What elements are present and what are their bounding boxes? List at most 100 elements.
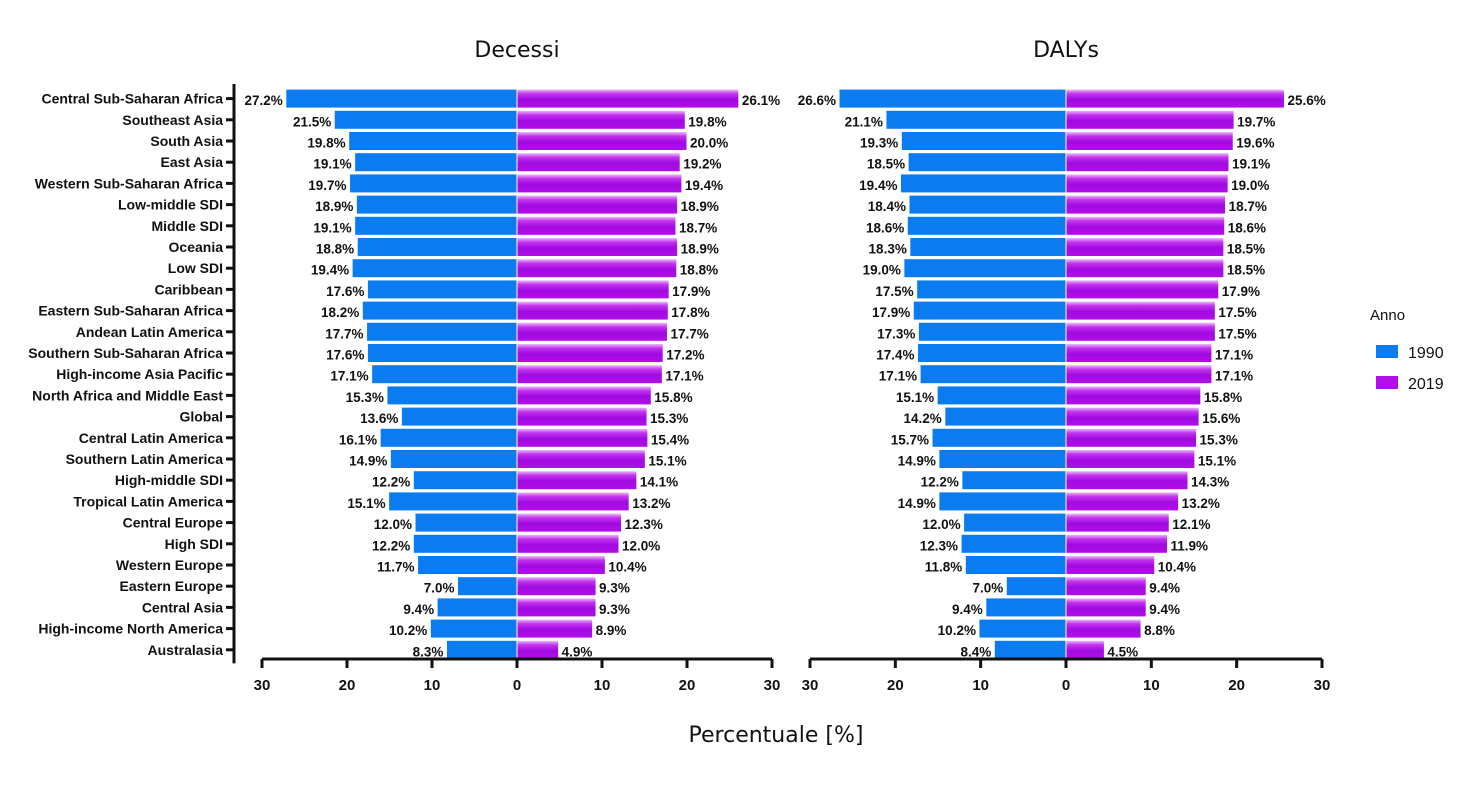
category-label: Caribbean [155,281,223,297]
value-label-1990: 17.1% [330,369,368,384]
value-label-2019: 15.8% [1204,390,1242,405]
value-label-1990: 18.8% [316,242,354,257]
bar-1990 [985,597,1067,618]
value-label-2019: 14.3% [1191,475,1229,490]
x-axis-title: Percentuale [%] [689,723,864,748]
value-label-1990: 18.6% [866,220,904,235]
bar-2019 [1065,152,1230,173]
value-label-1990: 7.0% [424,581,455,596]
value-label-2019: 9.3% [599,581,630,596]
value-label-1990: 26.6% [798,93,836,108]
legend-label-2019: 2019 [1408,376,1444,393]
bar-1990 [348,131,518,151]
category-label: Southern Sub-Saharan Africa [28,345,223,361]
bar-1990 [960,533,1067,554]
value-label-1990: 27.2% [245,93,283,108]
value-label-1990: 17.9% [872,305,910,320]
bar-1990 [379,427,518,448]
category-label: Central Latin America [79,430,223,446]
x-tick-label: 30 [1314,677,1331,694]
x-tick-label: 20 [1228,677,1245,694]
bar-1990 [412,470,518,491]
bar-2019 [516,512,623,533]
value-label-1990: 18.9% [315,199,353,214]
legend-label-1990: 1990 [1408,345,1444,362]
value-label-1990: 17.6% [326,284,364,299]
bar-2019 [516,555,606,575]
bar-1990 [417,555,518,575]
value-label-1990: 10.2% [389,623,427,638]
value-label-1990: 18.4% [868,199,906,214]
bar-1990 [903,258,1067,279]
bar-1990 [361,300,518,321]
bar-2019 [516,639,560,660]
bar-1990 [906,215,1067,236]
category-label: Low-middle SDI [118,197,223,213]
value-label-2019: 14.1% [640,475,678,490]
category-label: Central Europe [123,515,224,531]
bar-2019 [1065,194,1227,215]
value-label-1990: 19.0% [863,263,901,278]
value-label-1990: 15.7% [891,432,929,447]
category-label: South Asia [150,133,223,149]
value-label-1990: 8.3% [413,644,444,659]
value-label-1990: 14.9% [349,454,387,469]
value-label-2019: 18.7% [1229,199,1267,214]
x-tick-label: 30 [254,677,271,694]
value-label-2019: 9.4% [1149,602,1180,617]
value-label-1990: 17.6% [326,348,364,363]
category-label: Eastern Sub-Saharan Africa [38,303,223,319]
value-label-2019: 18.9% [681,242,719,257]
value-label-2019: 17.2% [666,348,704,363]
bar-2019 [516,173,683,194]
value-label-2019: 17.7% [670,326,708,341]
value-label-2019: 8.8% [1144,623,1175,638]
bar-2019 [516,152,681,173]
bar-2019 [1065,109,1235,130]
legend: Anno 1990 2019 [1370,307,1444,393]
value-label-2019: 19.2% [683,157,721,172]
value-label-1990: 21.5% [293,114,331,129]
bar-2019 [1065,576,1147,597]
bar-1990 [900,131,1067,151]
value-label-2019: 17.5% [1218,326,1256,341]
value-label-2019: 17.9% [672,284,710,299]
x-tick-label: 0 [513,677,521,694]
x-tick-label: 20 [887,677,904,694]
value-label-1990: 10.2% [938,623,976,638]
bar-1990 [907,152,1067,173]
value-label-2019: 13.2% [632,496,670,511]
value-label-2019: 4.9% [562,644,593,659]
value-label-2019: 15.6% [1202,411,1240,426]
bar-2019 [516,576,597,597]
bar-2019 [1065,597,1147,618]
category-label: Western Sub-Saharan Africa [35,175,223,191]
bar-2019 [516,406,648,427]
bar-1990 [366,321,518,342]
category-label: Andean Latin America [76,324,224,340]
value-label-2019: 15.8% [654,390,692,405]
category-label: Southeast Asia [122,112,223,128]
value-label-2019: 18.7% [679,220,717,235]
value-label-1990: 12.3% [920,538,958,553]
bar-1990 [912,300,1067,321]
bar-2019 [1065,639,1105,660]
value-label-1990: 21.1% [845,114,883,129]
bar-1990 [389,449,518,469]
bar-1990 [931,427,1067,448]
category-label: Low SDI [168,260,223,276]
bar-2019 [1065,406,1200,427]
value-label-2019: 12.3% [625,517,663,532]
bar-2019 [1065,131,1234,151]
bar-2019 [1065,385,1202,406]
bar-2019 [1065,237,1225,257]
value-label-2019: 19.1% [1232,157,1270,172]
value-label-2019: 19.8% [688,114,726,129]
category-label: High-income Asia Pacific [56,366,223,382]
bar-1990 [285,88,518,109]
value-label-1990: 16.1% [339,432,377,447]
category-label: High SDI [165,536,223,552]
value-label-2019: 19.6% [1236,136,1274,151]
value-label-2019: 15.4% [651,432,689,447]
